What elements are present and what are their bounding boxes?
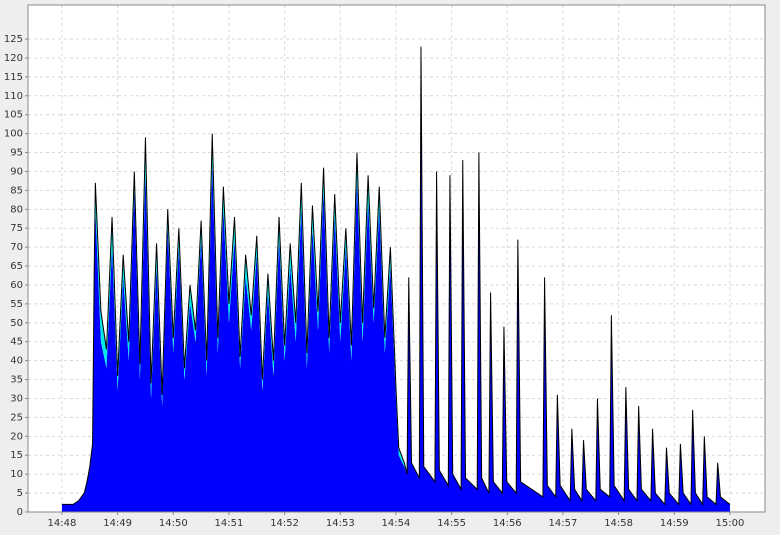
y-tick-label: 75 [10,223,23,234]
y-tick-label: 80 [10,204,23,215]
x-tick-label: 14:50 [159,518,188,529]
y-tick-label: 10 [10,469,23,480]
x-tick-label: 14:59 [660,518,689,529]
y-tick-label: 60 [10,280,23,291]
x-tick-label: 14:56 [493,518,522,529]
y-tick-label: 90 [10,166,23,177]
y-tick-label: 105 [4,110,23,121]
x-tick-label: 14:53 [326,518,355,529]
x-tick-label: 14:58 [604,518,633,529]
y-tick-label: 15 [10,450,23,461]
y-tick-label: 45 [10,337,23,348]
y-tick-label: 0 [17,507,23,518]
x-tick-label: 14:57 [549,518,578,529]
y-tick-label: 95 [10,148,23,159]
x-tick-label: 14:51 [215,518,244,529]
x-tick-label: 14:48 [48,518,77,529]
y-tick-label: 35 [10,375,23,386]
area [61,46,730,513]
y-tick-label: 5 [17,488,23,499]
x-tick-label: 14:52 [270,518,299,529]
y-tick-label: 85 [10,185,23,196]
x-tick-label: 14:49 [103,518,132,529]
x-tick-label: 14:54 [382,518,411,529]
y-tick-label: 55 [10,299,23,310]
y-tick-label: 110 [4,91,23,102]
y-tick-label: 125 [4,34,23,45]
plot-border [27,4,766,513]
y-tick-label: 25 [10,412,23,423]
y-tick-label: 40 [10,356,23,367]
y-tick-label: 50 [10,318,23,329]
outline [61,46,731,507]
y-tick-label: 120 [4,53,23,64]
y-tick-label: 65 [10,261,23,272]
y-tick-label: 100 [4,129,23,140]
y-tick-label: 70 [10,242,23,253]
x-tick-label: 14:55 [437,518,466,529]
x-tick-label: 15:00 [716,518,745,529]
y-tick-label: 30 [10,393,23,404]
y-tick-label: 115 [4,72,23,83]
y-tick-label: 20 [10,431,23,442]
